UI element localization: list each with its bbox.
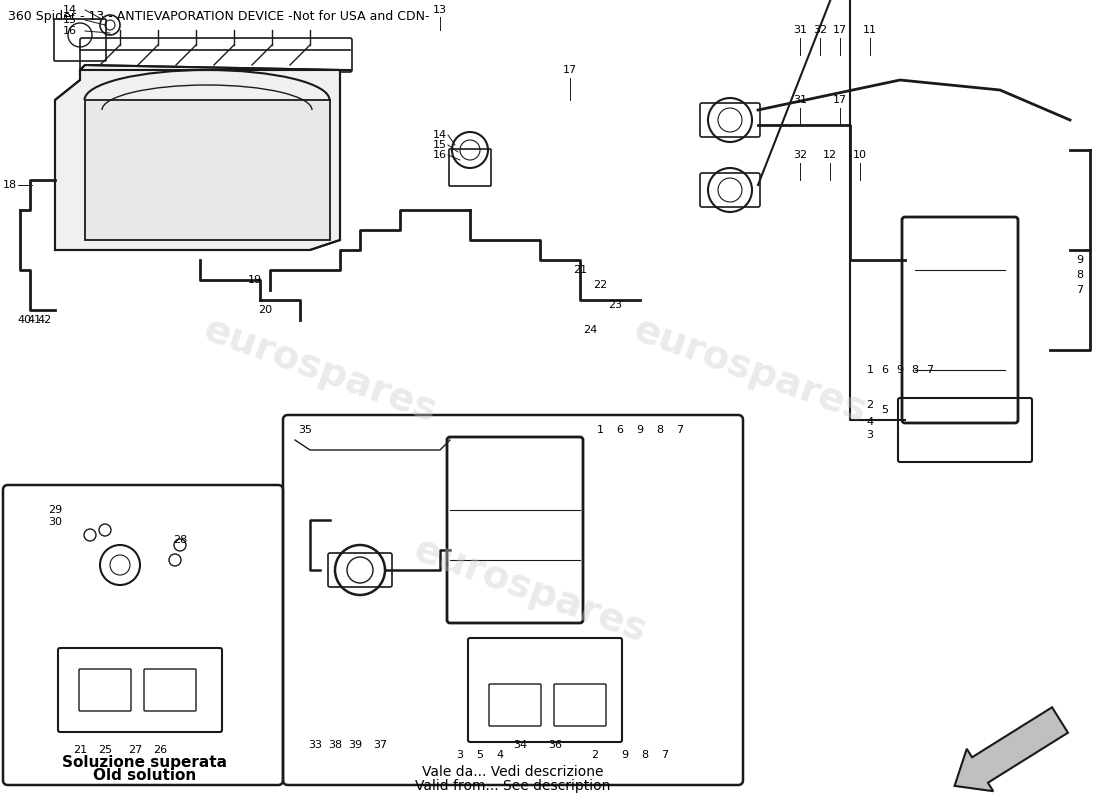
Text: 2: 2 bbox=[867, 400, 873, 410]
Text: 30: 30 bbox=[48, 517, 62, 527]
Text: 2: 2 bbox=[592, 750, 598, 760]
Text: 17: 17 bbox=[563, 65, 578, 75]
Text: 25: 25 bbox=[98, 745, 112, 755]
Text: 27: 27 bbox=[128, 745, 142, 755]
Text: 9: 9 bbox=[621, 750, 628, 760]
Text: 6: 6 bbox=[616, 425, 624, 435]
Text: 19: 19 bbox=[248, 275, 262, 285]
Text: 4: 4 bbox=[867, 417, 873, 427]
Text: 6: 6 bbox=[881, 365, 889, 375]
Text: 29: 29 bbox=[48, 505, 62, 515]
Text: 7: 7 bbox=[676, 425, 683, 435]
Text: eurospares: eurospares bbox=[198, 310, 442, 430]
Text: 10: 10 bbox=[852, 150, 867, 160]
Text: 37: 37 bbox=[373, 740, 387, 750]
Text: 9: 9 bbox=[1077, 255, 1084, 265]
Text: eurospares: eurospares bbox=[628, 310, 872, 430]
Text: 42: 42 bbox=[37, 315, 52, 325]
Text: 8: 8 bbox=[1077, 270, 1084, 280]
Text: 36: 36 bbox=[548, 740, 562, 750]
Text: 14: 14 bbox=[63, 5, 77, 15]
Text: 17: 17 bbox=[833, 95, 847, 105]
Text: 15: 15 bbox=[433, 140, 447, 150]
Text: 5: 5 bbox=[476, 750, 484, 760]
Text: 9: 9 bbox=[896, 365, 903, 375]
Text: 8: 8 bbox=[657, 425, 663, 435]
Text: 3: 3 bbox=[867, 430, 873, 440]
Text: 38: 38 bbox=[328, 740, 342, 750]
Text: 41: 41 bbox=[28, 315, 42, 325]
Text: 35: 35 bbox=[298, 425, 312, 435]
Text: 16: 16 bbox=[63, 26, 77, 36]
Text: 32: 32 bbox=[813, 25, 827, 35]
Text: Valid from... See description: Valid from... See description bbox=[416, 779, 610, 793]
Text: 34: 34 bbox=[513, 740, 527, 750]
Text: 39: 39 bbox=[348, 740, 362, 750]
Text: 24: 24 bbox=[583, 325, 597, 335]
Text: 26: 26 bbox=[153, 745, 167, 755]
Text: 31: 31 bbox=[793, 25, 807, 35]
Text: 17: 17 bbox=[833, 25, 847, 35]
Text: 32: 32 bbox=[793, 150, 807, 160]
Text: 5: 5 bbox=[881, 405, 889, 415]
Polygon shape bbox=[85, 100, 330, 240]
Text: 31: 31 bbox=[793, 95, 807, 105]
Text: 8: 8 bbox=[641, 750, 649, 760]
Text: 22: 22 bbox=[593, 280, 607, 290]
Text: 7: 7 bbox=[661, 750, 669, 760]
Text: 13: 13 bbox=[433, 5, 447, 15]
Text: 3: 3 bbox=[456, 750, 463, 760]
Text: 7: 7 bbox=[1077, 285, 1084, 295]
Text: 20: 20 bbox=[257, 305, 272, 315]
FancyArrow shape bbox=[955, 707, 1068, 791]
Text: eurospares: eurospares bbox=[408, 530, 652, 650]
Text: 7: 7 bbox=[926, 365, 934, 375]
Text: 33: 33 bbox=[308, 740, 322, 750]
Text: 28: 28 bbox=[173, 535, 187, 545]
Text: 21: 21 bbox=[73, 745, 87, 755]
Text: 18: 18 bbox=[3, 180, 18, 190]
Text: Soluzione superata: Soluzione superata bbox=[63, 754, 228, 770]
Text: 9: 9 bbox=[637, 425, 644, 435]
Polygon shape bbox=[55, 65, 340, 250]
Text: 11: 11 bbox=[864, 25, 877, 35]
Text: 1: 1 bbox=[867, 365, 873, 375]
Text: Old solution: Old solution bbox=[94, 769, 197, 783]
Text: 4: 4 bbox=[496, 750, 504, 760]
Text: 8: 8 bbox=[912, 365, 918, 375]
Text: 12: 12 bbox=[823, 150, 837, 160]
Text: Vale da... Vedi descrizione: Vale da... Vedi descrizione bbox=[422, 765, 604, 779]
Text: 15: 15 bbox=[63, 15, 77, 25]
Text: 14: 14 bbox=[433, 130, 447, 140]
Text: 360 Spider - 13 - ANTIEVAPORATION DEVICE -Not for USA and CDN-: 360 Spider - 13 - ANTIEVAPORATION DEVICE… bbox=[8, 10, 429, 23]
Text: 23: 23 bbox=[608, 300, 623, 310]
Text: 16: 16 bbox=[433, 150, 447, 160]
Text: 1: 1 bbox=[596, 425, 604, 435]
Text: 21: 21 bbox=[573, 265, 587, 275]
Text: 40: 40 bbox=[18, 315, 32, 325]
